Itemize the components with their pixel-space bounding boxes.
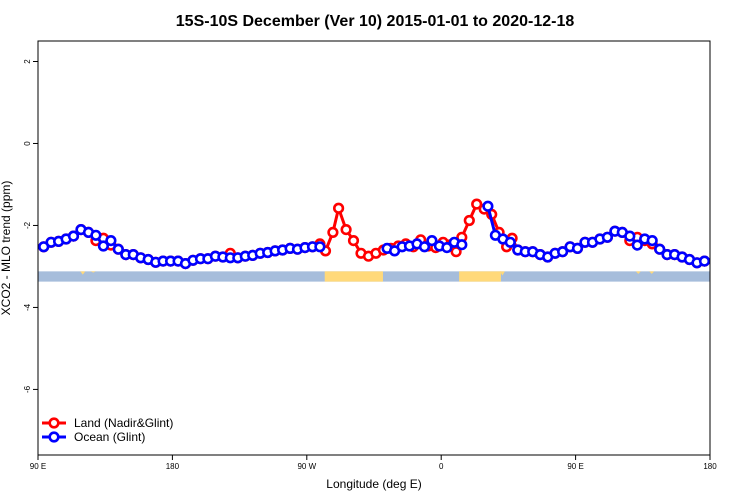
data-point — [556, 246, 569, 258]
x-tick-label: 90 W — [297, 462, 316, 471]
land-spike-3 — [635, 271, 641, 274]
series-ocean-glint — [38, 200, 711, 270]
data-point — [646, 235, 658, 247]
data-point — [347, 235, 360, 247]
x-tick-label: 180 — [166, 462, 180, 471]
y-tick-label: 0 — [23, 141, 32, 146]
plot-frame — [37, 40, 711, 456]
data-point — [504, 236, 516, 248]
x-axis-label: Longitude (deg E) — [326, 477, 421, 491]
legend: Land (Nadir&Glint) Ocean (Glint) — [42, 416, 173, 444]
data-point — [601, 231, 614, 243]
data-point — [327, 226, 339, 238]
data-point — [571, 242, 584, 254]
x-tick-label: 90 E — [30, 462, 46, 471]
y-tick-label: -2 — [23, 221, 32, 229]
land-spike-2 — [499, 271, 505, 276]
land-spike-0 — [80, 271, 86, 275]
x-tick-label: 90 E — [567, 462, 583, 471]
y-axis-label: XCO2 - MLO trend (ppm) — [0, 181, 13, 316]
data-point — [426, 235, 438, 247]
data-point — [482, 200, 494, 212]
data-point — [456, 239, 468, 251]
y-tick-label: -4 — [23, 303, 32, 311]
data-point — [441, 242, 453, 254]
data-point — [67, 230, 80, 242]
legend-entry-ocean: Ocean (Glint) — [42, 430, 145, 444]
land-ocean-band — [38, 271, 710, 282]
legend-ocean-label: Ocean (Glint) — [74, 430, 145, 444]
data-point — [471, 198, 483, 210]
data-point — [463, 214, 475, 227]
data-point — [624, 230, 636, 242]
data-point — [105, 235, 117, 247]
data-point — [654, 243, 666, 255]
data-point — [698, 255, 711, 267]
legend-land-marker — [48, 417, 60, 429]
y-tick-label: -6 — [23, 385, 32, 393]
x-axis: 90 E 180 90 W 0 90 E 180 — [30, 455, 717, 471]
land-band-1 — [459, 271, 501, 282]
land-band-0 — [324, 271, 383, 282]
legend-ocean-marker — [48, 431, 60, 443]
land-spike-5 — [649, 271, 655, 274]
series-layer — [38, 198, 711, 270]
data-point — [340, 224, 352, 236]
y-tick-label: 2 — [23, 59, 32, 64]
data-point — [333, 202, 345, 214]
chart-title: 15S-10S December (Ver 10) 2015-01-01 to … — [176, 13, 575, 30]
data-point — [418, 241, 431, 253]
y-axis: 2 0 -2 -4 -6 — [23, 59, 38, 393]
x-tick-label: 180 — [703, 462, 717, 471]
legend-entry-land: Land (Nadir&Glint) — [42, 416, 173, 430]
legend-land-label: Land (Nadir&Glint) — [74, 416, 173, 430]
x-tick-label: 0 — [439, 462, 444, 471]
data-point — [631, 239, 643, 251]
land-spike-1 — [90, 271, 96, 273]
data-point — [97, 240, 109, 252]
data-point — [314, 241, 326, 253]
data-point — [90, 229, 102, 241]
data-point — [112, 243, 124, 255]
